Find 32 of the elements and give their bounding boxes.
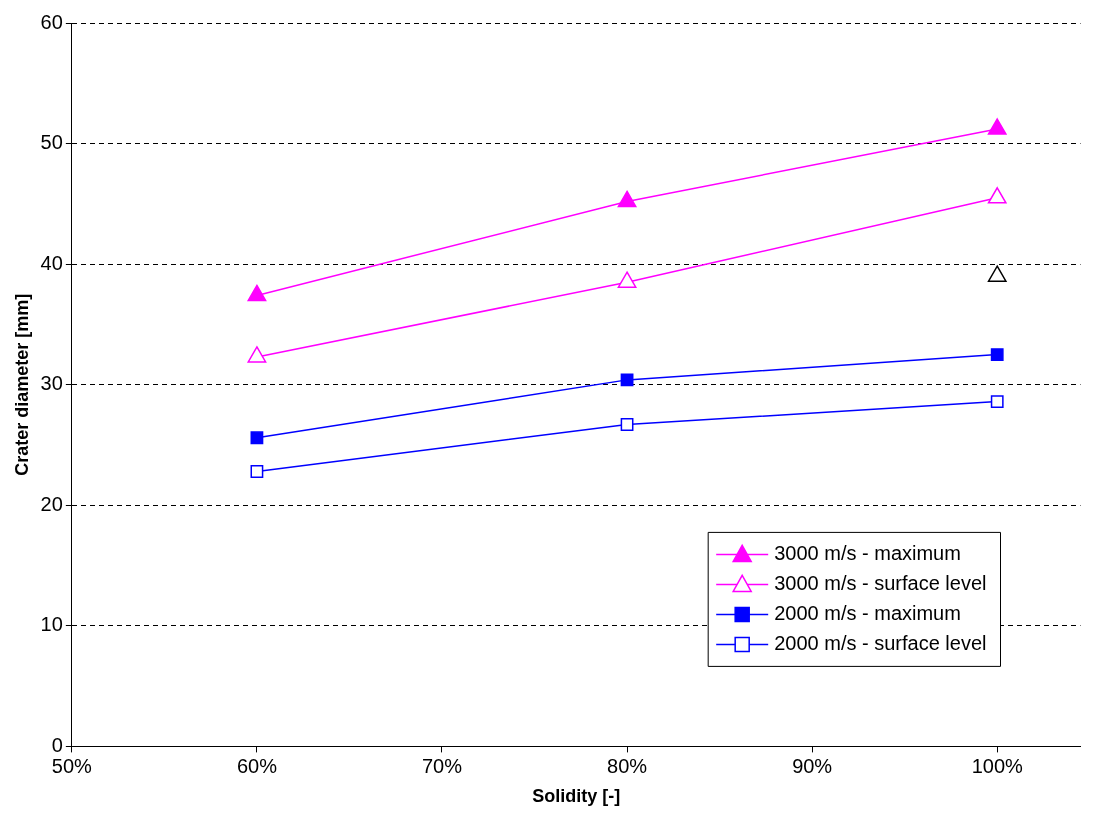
x-tick-label: 80%: [607, 754, 648, 777]
y-tick-label: 20: [40, 492, 63, 515]
x-axis-title: Solidity [-]: [532, 786, 621, 807]
x-tick-label: 50%: [51, 754, 93, 777]
x-tick-label: 60%: [236, 754, 278, 777]
point: [620, 373, 634, 387]
y-tick-label: 10: [40, 613, 63, 636]
point: [250, 431, 264, 445]
point: [617, 271, 637, 288]
point: [247, 346, 267, 363]
point: [247, 284, 267, 302]
y-tick-label: 0: [51, 733, 63, 756]
point: [620, 418, 634, 431]
x-tick-label: 100%: [971, 754, 1024, 777]
point: [987, 187, 1007, 204]
y-tick-label: 60: [40, 10, 63, 33]
point: [987, 118, 1007, 135]
y-tick-label: 30: [40, 372, 63, 395]
point: [990, 395, 1004, 408]
point: [987, 265, 1007, 282]
x-tick-label: 90%: [792, 754, 833, 777]
point: [250, 465, 264, 478]
point: [617, 190, 637, 208]
point: [990, 348, 1004, 361]
legend-label: 2000 m/s - surface level: [774, 631, 987, 654]
y-tick-label: 50: [40, 131, 63, 154]
y-tick-label: 40: [40, 251, 63, 274]
legend-label: 3000 m/s - surface level: [774, 571, 987, 594]
x-tick-label: 70%: [421, 754, 463, 777]
y-axis-title: Crater diameter [mm]: [11, 293, 32, 476]
legend-label: 2000 m/s - maximum: [774, 601, 961, 624]
legend-label: 3000 m/s - maximum: [774, 541, 961, 564]
